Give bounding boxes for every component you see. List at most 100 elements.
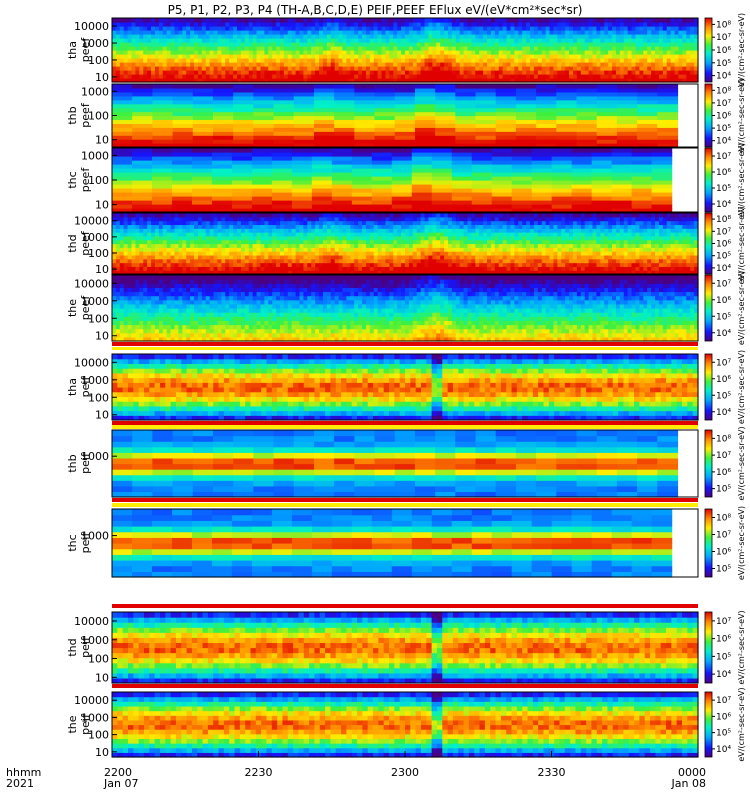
heatmap-cell: [350, 258, 355, 264]
heatmap-cell: [178, 26, 183, 31]
heatmap-cell: [291, 251, 297, 256]
heatmap-cell: [459, 26, 465, 31]
heatmap-cell: [319, 42, 324, 47]
heatmap-cell: [135, 18, 140, 23]
heatmap-cell: [514, 62, 519, 67]
heatmap-cell: [268, 258, 273, 264]
heatmap-cell: [631, 74, 637, 79]
heatmap-cell: [123, 213, 129, 218]
heatmap-cell: [217, 220, 222, 226]
heatmap-cell: [440, 232, 445, 237]
heatmap-cell: [365, 270, 371, 275]
heatmap-cell: [152, 95, 174, 101]
heatmap-cell: [201, 247, 207, 252]
heatmap-cell: [694, 54, 699, 59]
heatmap-cell: [549, 78, 555, 83]
heatmap-cell: [416, 232, 422, 237]
heatmap-cell: [143, 228, 148, 233]
heatmap-cell: [557, 22, 562, 27]
heatmap-cell: [600, 38, 605, 43]
heatmap-cell: [112, 22, 117, 27]
heatmap-cell: [522, 58, 527, 63]
heatmap-cell: [147, 26, 152, 31]
heatmap-cell: [253, 119, 275, 124]
heatmap-cell: [151, 266, 156, 271]
heatmap-cell: [143, 270, 148, 275]
heatmap-cell: [334, 30, 340, 35]
heatmap-cell: [334, 87, 355, 93]
heatmap-cell: [576, 74, 582, 79]
heatmap-cell: [608, 34, 613, 39]
heatmap-cell: [151, 180, 173, 185]
heatmap-cell: [354, 228, 359, 233]
heatmap-cell: [666, 70, 672, 75]
heatmap-cell: [639, 70, 644, 75]
heatmap-cell: [303, 22, 308, 27]
heatmap-cell: [447, 235, 453, 241]
heatmap-cell: [436, 34, 441, 39]
heatmap-cell: [322, 247, 328, 252]
heatmap-cell: [190, 54, 195, 59]
heatmap-cell: [483, 58, 488, 63]
heatmap-cell: [291, 270, 297, 275]
heatmap-cell: [371, 172, 393, 177]
heatmap-cell: [551, 160, 573, 165]
heatmap-cell: [467, 50, 473, 55]
heatmap-cell: [545, 66, 551, 71]
heatmap-cell: [229, 213, 234, 218]
heatmap-cell: [311, 172, 333, 177]
heatmap-cell: [240, 213, 246, 218]
heatmap-cell: [205, 42, 211, 47]
heatmap-cell: [229, 216, 234, 222]
heatmap-cell: [119, 247, 125, 252]
heatmap-cell: [287, 34, 293, 39]
heatmap-cell: [655, 30, 660, 35]
heatmap-cell: [162, 213, 168, 218]
heatmap-cell: [303, 220, 308, 226]
heatmap-cell: [194, 239, 199, 245]
heatmap-cell: [311, 216, 316, 222]
heatmap-cell: [608, 58, 613, 63]
heatmap-cell: [428, 18, 433, 23]
heatmap-cell: [686, 58, 691, 63]
heatmap-cell: [475, 127, 497, 132]
heatmap-cell: [506, 22, 512, 27]
heatmap-cell: [115, 50, 121, 55]
heatmap-cell: [213, 258, 219, 264]
heatmap-cell: [213, 74, 219, 79]
heatmap-cell: [491, 192, 513, 197]
heatmap-cell: [303, 228, 308, 233]
heatmap-cell: [194, 228, 199, 233]
heatmap-cell: [479, 266, 484, 271]
heatmap-cell: [322, 232, 328, 237]
panel-product-label: peef: [79, 37, 92, 63]
heatmap-cell: [283, 216, 289, 222]
heatmap-cell: [678, 26, 683, 31]
heatmap-cell: [401, 30, 406, 35]
heatmap-cell: [431, 164, 453, 169]
heatmap-cell: [447, 262, 453, 267]
heatmap-cell: [205, 216, 211, 222]
heatmap-cell: [287, 18, 293, 23]
heatmap-cell: [186, 38, 191, 43]
heatmap-cell: [401, 74, 406, 79]
heatmap-cell: [295, 262, 301, 267]
heatmap-cell: [112, 38, 117, 43]
heatmap-cell: [600, 18, 605, 23]
heatmap-cell: [471, 208, 493, 213]
heatmap-cell: [123, 228, 129, 233]
heatmap-cell: [279, 232, 285, 237]
heatmap-cell: [569, 22, 574, 27]
heatmap-cell: [276, 220, 281, 226]
heatmap-cell: [252, 266, 258, 271]
heatmap-cell: [435, 99, 456, 105]
heatmap-cell: [237, 78, 242, 83]
heatmap-cell: [272, 74, 277, 79]
heatmap-cell: [291, 239, 297, 245]
heatmap-cell: [334, 143, 355, 148]
heatmap-cell: [115, 262, 121, 267]
heatmap-cell: [678, 18, 683, 23]
heatmap-cell: [342, 78, 347, 83]
heatmap-cell: [362, 50, 367, 55]
colorbar-tick-label: 10⁵: [716, 184, 731, 194]
